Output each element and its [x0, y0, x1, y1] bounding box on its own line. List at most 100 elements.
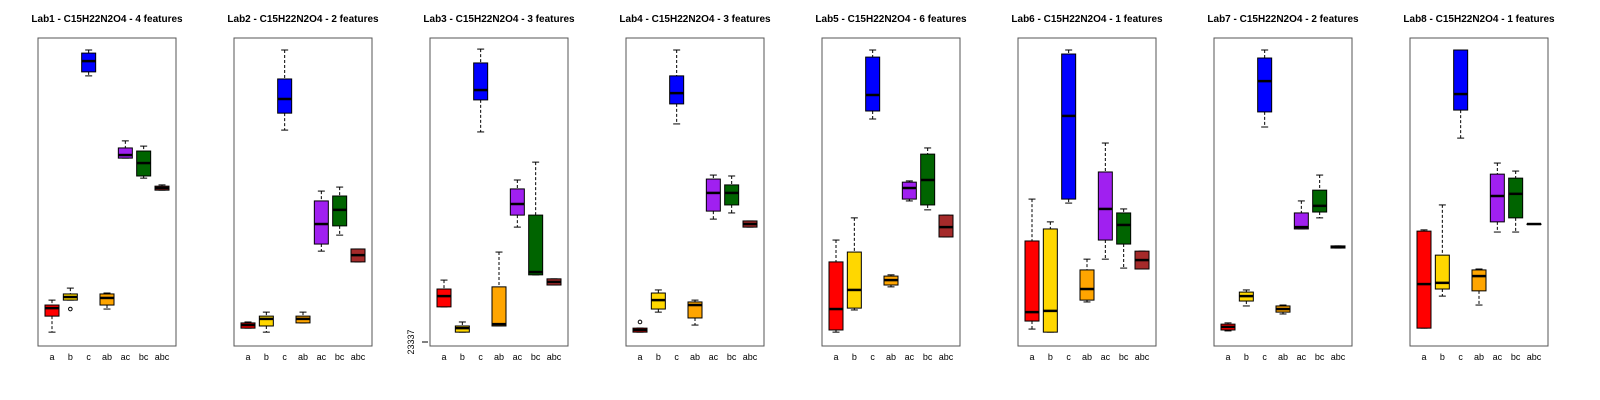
x-tick-label: c [1458, 352, 1463, 362]
box [1116, 212, 1132, 245]
x-tick-label: bc [1511, 352, 1521, 362]
x-tick-label: b [68, 352, 73, 362]
box [44, 304, 60, 317]
x-tick-label: abc [547, 352, 562, 362]
x-tick-label: bc [727, 352, 737, 362]
plot-frame [821, 37, 961, 347]
box [117, 147, 133, 159]
box [1312, 189, 1328, 213]
x-tick-label: a [1225, 352, 1230, 362]
panel-title: Lab7 - C15H22N2O4 - 2 features [1207, 14, 1359, 25]
x-tick-label: a [49, 352, 54, 362]
x-tick-label: ac [317, 352, 327, 362]
x-tick-label: ac [1493, 352, 1503, 362]
x-tick-label: b [264, 352, 269, 362]
box [828, 261, 844, 331]
panel-title: Lab1 - C15H22N2O4 - 4 features [31, 14, 183, 25]
x-tick-label: ac [513, 352, 523, 362]
box [509, 188, 525, 216]
x-tick-label: ac [121, 352, 131, 362]
x-tick-label: a [1421, 352, 1426, 362]
x-tick-label: b [1244, 352, 1249, 362]
box [1257, 57, 1273, 113]
panel-title: Lab4 - C15H22N2O4 - 3 features [619, 14, 771, 25]
outlier [637, 319, 643, 325]
box [1471, 269, 1487, 292]
box [528, 214, 544, 276]
x-tick-label: ac [1297, 352, 1307, 362]
x-tick-label: b [656, 352, 661, 362]
x-tick-label: ac [905, 352, 915, 362]
box [277, 78, 293, 114]
x-tick-label: abc [939, 352, 954, 362]
x-tick-label: ab [298, 352, 308, 362]
x-tick-label: bc [531, 352, 541, 362]
box [313, 200, 329, 245]
plot-frame [1409, 37, 1549, 347]
x-tick-label: abc [351, 352, 366, 362]
y-tick-label: 23337 [406, 329, 416, 354]
plot-frame [1017, 37, 1157, 347]
x-tick-label: c [1066, 352, 1071, 362]
x-tick-label: bc [139, 352, 149, 362]
box [669, 75, 685, 105]
x-tick-label: b [1048, 352, 1053, 362]
box [1042, 228, 1058, 333]
plot-frame [429, 37, 569, 347]
box [1097, 171, 1113, 241]
box [491, 286, 507, 327]
box [1434, 254, 1450, 290]
box [724, 184, 740, 206]
box [436, 288, 452, 308]
x-tick-label: b [460, 352, 465, 362]
x-tick-label: ab [1278, 352, 1288, 362]
box [901, 181, 917, 200]
box [1024, 240, 1040, 322]
x-tick-label: bc [1315, 352, 1325, 362]
x-tick-label: abc [1135, 352, 1150, 362]
x-tick-label: a [245, 352, 250, 362]
plot-frame [233, 37, 373, 347]
box [705, 178, 721, 212]
x-tick-label: c [674, 352, 679, 362]
box [1061, 53, 1077, 200]
x-tick-label: abc [1331, 352, 1346, 362]
x-tick-label: c [478, 352, 483, 362]
x-tick-label: c [86, 352, 91, 362]
panel: Lab2 - C15H22N2O4 - 2 features a b c ab ac b c a… [227, 14, 379, 362]
x-tick-label: ab [886, 352, 896, 362]
box [473, 62, 489, 101]
x-tick-label: a [637, 352, 642, 362]
box [1508, 177, 1524, 219]
x-tick-label: abc [155, 352, 170, 362]
x-tick-label: a [833, 352, 838, 362]
x-tick-label: bc [923, 352, 933, 362]
box [865, 56, 881, 112]
box [1489, 173, 1505, 223]
panel-title: Lab5 - C15H22N2O4 - 6 features [815, 14, 967, 25]
x-tick-label: ab [690, 352, 700, 362]
x-tick-label: bc [1119, 352, 1129, 362]
box [1293, 212, 1309, 230]
x-tick-label: c [870, 352, 875, 362]
panel-title: Lab3 - C15H22N2O4 - 3 features [423, 14, 575, 25]
x-tick-label: ab [1082, 352, 1092, 362]
x-tick-label: b [1440, 352, 1445, 362]
panel-title: Lab6 - C15H22N2O4 - 1 features [1011, 14, 1163, 25]
plot-frame [625, 37, 765, 347]
x-tick-label: c [282, 352, 287, 362]
x-tick-label: b [852, 352, 857, 362]
x-tick-label: ac [709, 352, 719, 362]
box [1453, 49, 1469, 111]
panel-title: Lab2 - C15H22N2O4 - 2 features [227, 14, 379, 25]
box [846, 251, 862, 309]
x-tick-label: a [1029, 352, 1034, 362]
x-tick-label: a [441, 352, 446, 362]
